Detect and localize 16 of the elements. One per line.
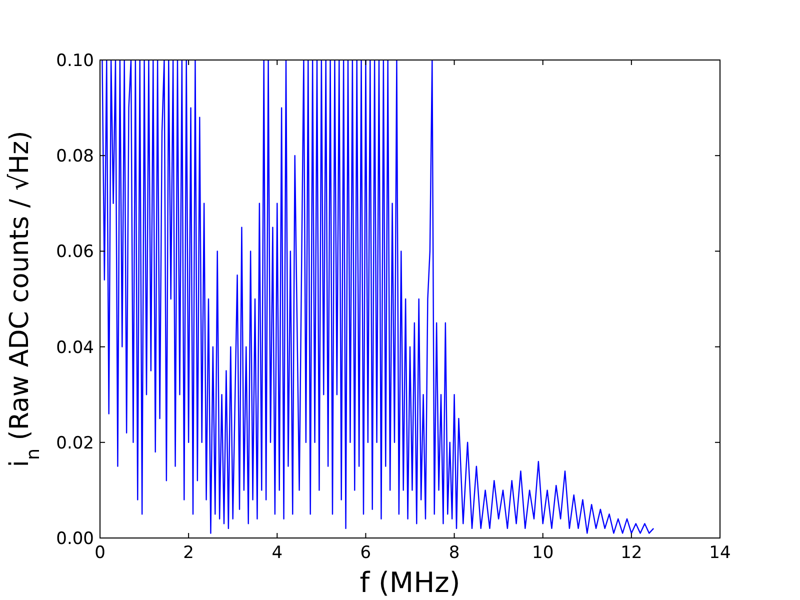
x-tick-label: 6 <box>360 543 372 563</box>
y-tick-label: 0.06 <box>56 242 94 262</box>
y-tick-label: 0.10 <box>56 50 94 71</box>
y-tick-label: 0.04 <box>56 338 94 358</box>
x-tick-label: 8 <box>448 543 460 563</box>
x-tick-label: 0 <box>94 543 106 563</box>
x-tick-label: 4 <box>272 543 283 563</box>
x-tick-label: 10 <box>532 543 554 563</box>
x-tick-label: 12 <box>620 543 642 563</box>
y-tick-label: 0.00 <box>56 528 94 549</box>
line-series <box>102 60 654 534</box>
y-tick-label: 0.08 <box>56 146 94 167</box>
x-tick-label: 14 <box>709 543 731 563</box>
x-axis-title: f (MHz) <box>360 566 460 599</box>
x-tick-label: 2 <box>183 543 194 563</box>
y-tick-label: 0.02 <box>56 433 94 454</box>
